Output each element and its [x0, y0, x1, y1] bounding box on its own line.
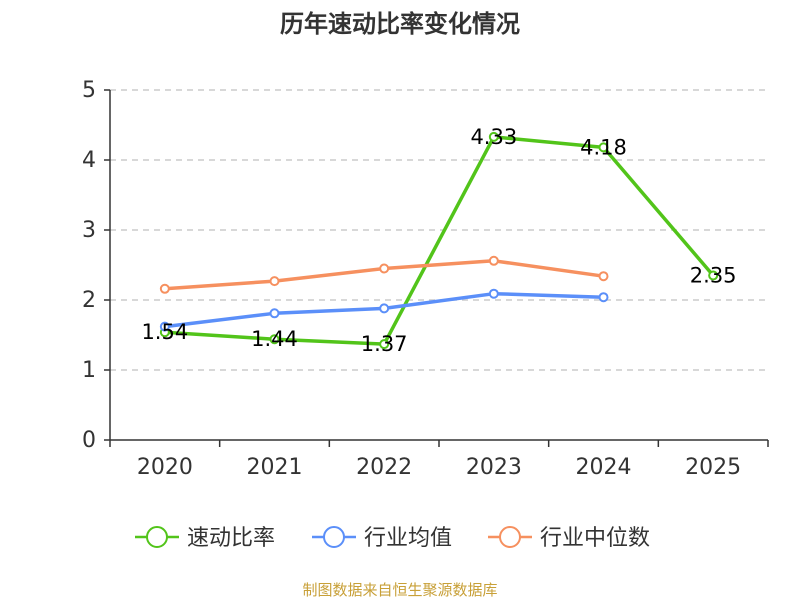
x-tick-label: 2021 — [247, 455, 303, 480]
legend-marker-icon — [499, 526, 521, 548]
y-tick-label: 3 — [82, 218, 96, 243]
axes: 0 1 2 3 4 5 2020 2021 2022 2023 2024 2025 — [82, 78, 769, 480]
y-tick-label: 1 — [82, 358, 96, 383]
data-point — [379, 303, 390, 314]
x-tick-label: 2020 — [137, 455, 193, 480]
x-tick-label: 2024 — [576, 455, 632, 480]
series-line-0 — [164, 135, 715, 346]
data-point — [488, 255, 499, 266]
y-tick-label: 2 — [82, 288, 96, 313]
y-tick-label: 0 — [82, 428, 96, 453]
data-label: 2.35 — [690, 264, 737, 288]
legend-label: 速动比率 — [187, 526, 275, 551]
source-note: 制图数据来自恒生聚源数据库 — [302, 581, 497, 599]
x-tick-label: 2023 — [466, 455, 522, 480]
data-labels: 1.54 1.44 1.37 4.33 4.18 2.35 — [141, 125, 736, 356]
data-point — [379, 339, 390, 350]
legend: 速动比率 行业均值 行业中位数 — [135, 526, 650, 551]
y-tick-label: 4 — [82, 148, 96, 173]
legend-label: 行业中位数 — [540, 526, 650, 551]
data-point — [159, 321, 170, 332]
series-lines — [159, 131, 719, 350]
legend-label: 行业均值 — [364, 526, 452, 551]
x-tick-label: 2025 — [685, 455, 741, 480]
data-label: 4.33 — [470, 125, 517, 149]
data-point — [269, 308, 280, 319]
y-tick-label: 5 — [82, 78, 96, 103]
data-point — [598, 271, 609, 282]
chart-title: 历年速动比率变化情况 — [280, 10, 520, 38]
data-point — [708, 270, 719, 281]
grid-lines — [110, 89, 768, 371]
data-point — [488, 131, 499, 142]
legend-marker-icon — [323, 526, 345, 548]
x-tick-label: 2022 — [356, 455, 412, 480]
data-label: 1.44 — [251, 327, 298, 351]
data-point — [269, 276, 280, 287]
data-point — [488, 288, 499, 299]
data-label: 1.37 — [361, 332, 408, 356]
legend-marker-icon — [146, 526, 168, 548]
data-point — [379, 263, 390, 274]
data-label: 4.18 — [580, 135, 627, 159]
data-point — [159, 283, 170, 294]
data-point — [598, 142, 609, 153]
data-point — [269, 334, 280, 345]
data-label: 1.54 — [141, 320, 188, 344]
data-point — [598, 292, 609, 303]
